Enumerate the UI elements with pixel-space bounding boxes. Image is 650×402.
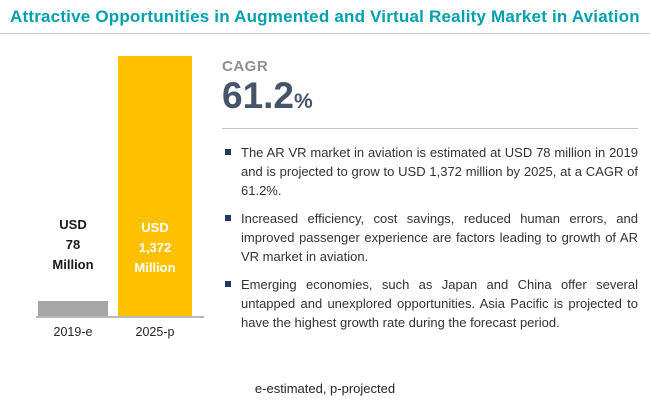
x-tick-2019: 2019-e	[53, 325, 93, 339]
insight-item-2: Increased efficiency, cost savings, redu…	[222, 209, 638, 266]
bar-2019: USD 78 Million	[38, 217, 108, 316]
cagr-number: 61.2	[222, 75, 295, 116]
panel-divider	[222, 127, 638, 129]
title-divider	[0, 33, 650, 34]
bar-2025-value-label: USD 1,372 Million	[134, 220, 176, 275]
insights-list: The AR VR market in aviation is estimate…	[222, 143, 638, 332]
x-tick-2025: 2025-p	[135, 325, 175, 339]
page-title: Attractive Opportunities in Augmented an…	[10, 7, 640, 26]
cagr-value: 61.2%	[222, 75, 638, 116]
bar-2019-value-label: USD 78 Million	[52, 217, 94, 272]
chart-plot-area: USD 78 Million USD 1,372 Million	[36, 52, 204, 318]
bar-2025: USD 1,372 Million	[118, 56, 192, 316]
cagr-percent-sign: %	[294, 90, 313, 113]
insights-panel: CAGR 61.2% The AR VR market in aviation …	[222, 58, 638, 341]
insight-item-1: The AR VR market in aviation is estimate…	[222, 143, 638, 200]
bar-chart: USD 78 Million USD 1,372 Million 2019-e …	[36, 52, 204, 345]
x-axis-labels: 2019-e 2025-p	[36, 325, 204, 345]
cagr-label: CAGR	[222, 58, 269, 75]
footnote: e-estimated, p-projected	[254, 381, 396, 396]
insight-item-3: Emerging economies, such as Japan and Ch…	[222, 275, 638, 332]
